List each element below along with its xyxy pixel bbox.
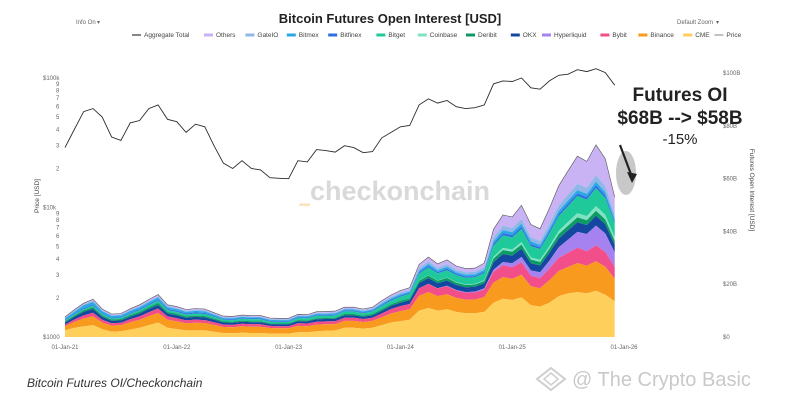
annotation-arrow-head (627, 172, 637, 183)
y-left-minor-tick: 7 (56, 226, 60, 232)
y-left-minor-tick: 4 (56, 257, 60, 263)
zoom-chevron-down-icon[interactable]: ▾ (716, 20, 719, 26)
legend-label-okx[interactable]: OKX (523, 32, 537, 39)
area-cme (65, 290, 615, 337)
y-left-minor-tick: 6 (56, 234, 60, 240)
figure-caption: Bitcoin Futures OI/Checkonchain (27, 376, 203, 390)
x-tick-label: 01-Jan-22 (163, 345, 191, 351)
info-toggle-label[interactable]: Info On (76, 20, 96, 26)
legend-label-binance[interactable]: Binance (650, 32, 674, 39)
y-left-minor-tick: 9 (56, 82, 60, 88)
area-binance (65, 261, 615, 334)
legend-label-gateio[interactable]: GateIO (257, 32, 278, 39)
highlight-ellipse (616, 151, 636, 195)
info-chevron-down-icon[interactable]: ▾ (97, 20, 100, 26)
legend-label-others[interactable]: Others (216, 32, 236, 39)
y-left-minor-tick: 3 (56, 273, 60, 279)
brand-logo-icon (535, 366, 567, 392)
legend-label-bybit[interactable]: Bybit (612, 32, 627, 39)
annotation-heading: Futures OI (632, 85, 727, 106)
y-right-tick-label: $20B (723, 282, 737, 288)
chart-legend: Aggregate Total Others GateIO Bitmex Bitfine… (132, 32, 742, 39)
y-left-minor-tick: 2 (56, 296, 60, 302)
y-right-tick-label: $0 (723, 335, 730, 341)
y-left-axis-label: Price [USD] (34, 179, 41, 213)
legend-label-bitfinex[interactable]: Bitfinex (340, 32, 362, 39)
legend-label-aggregate-total[interactable]: Aggregate Total (144, 32, 190, 39)
y-left-tick-label: $10k (43, 206, 57, 212)
y-left-minor-tick: 9 (56, 211, 60, 217)
price-line-group (64, 68, 616, 180)
x-tick-label: 01-Jan-24 (387, 345, 415, 351)
y-left-minor-tick: 7 (56, 96, 60, 102)
y-right-tick-label: $40B (723, 229, 737, 235)
y-right-tick-label: $80B (723, 124, 737, 130)
y-left-minor-tick: 8 (56, 89, 60, 95)
oi-stacked-areas (64, 144, 615, 337)
legend-label-bitmex[interactable]: Bitmex (299, 32, 320, 39)
y-left-minor-tick: 4 (56, 128, 60, 134)
legend-label-cme[interactable]: CME (695, 32, 710, 39)
y-left-minor-tick: 6 (56, 105, 60, 111)
y-left-minor-tick: 8 (56, 218, 60, 224)
y-right-tick-label: $100B (723, 71, 740, 77)
legend-label-bitget[interactable]: Bitget (388, 32, 405, 39)
y-left-minor-tick: 3 (56, 144, 60, 150)
legend-label-coinbase[interactable]: Coinbase (430, 32, 458, 39)
x-tick-label: 01-Jan-21 (51, 345, 79, 351)
y-left-tick-label: $100k (43, 76, 60, 82)
legend-label-hyperliquid[interactable]: Hyperliquid (554, 32, 587, 39)
price-line (64, 68, 616, 180)
y-right-ticks: $0 $20B $40B $60B $80B $100B (723, 71, 740, 341)
y-left-minor-tick: 2 (56, 167, 60, 173)
brand-watermark: @ The Crypto Basic (572, 369, 751, 391)
chart-title: Bitcoin Futures Open Interest [USD] (279, 11, 501, 26)
y-left-tick-label: $1000 (43, 335, 60, 341)
x-axis-ticks: 01-Jan-21 01-Jan-22 01-Jan-23 01-Jan-24 01-J… (51, 345, 638, 351)
y-left-minor-tick: 5 (56, 115, 60, 121)
annotation-arrow (618, 144, 634, 178)
legend-label-price[interactable]: Price (726, 32, 741, 39)
watermark-text: checkonchain (310, 176, 490, 206)
price-marker-label: 28500 (299, 202, 311, 207)
y-right-tick-label: $60B (723, 177, 737, 183)
x-tick-label: 01-Jan-25 (499, 345, 527, 351)
aggregate-total-line (64, 144, 615, 319)
y-left-minor-tick: 5 (56, 244, 60, 250)
legend-label-deribit[interactable]: Deribit (478, 32, 497, 39)
x-tick-label: 01-Jan-26 (610, 345, 638, 351)
y-right-axis-label: Futures Open Interest [USD] (748, 149, 755, 232)
annotation-change: $68B --> $58B (617, 108, 742, 129)
annotation-percent: -15% (662, 131, 697, 148)
zoom-reset-label[interactable]: Default Zoom (677, 20, 713, 26)
x-tick-label: 01-Jan-23 (275, 345, 303, 351)
